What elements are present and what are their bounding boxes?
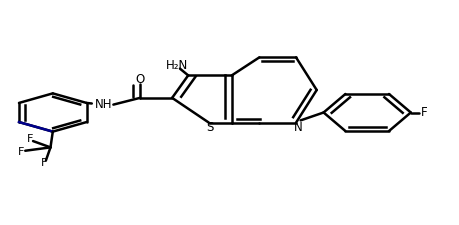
Text: O: O <box>135 73 145 86</box>
Text: N: N <box>294 121 303 134</box>
Text: F: F <box>421 106 428 119</box>
Text: S: S <box>206 121 213 134</box>
Text: H₂N: H₂N <box>166 59 188 72</box>
Text: NH: NH <box>95 98 112 111</box>
Text: F: F <box>40 158 47 168</box>
Text: F: F <box>17 147 24 157</box>
Text: F: F <box>27 135 33 144</box>
